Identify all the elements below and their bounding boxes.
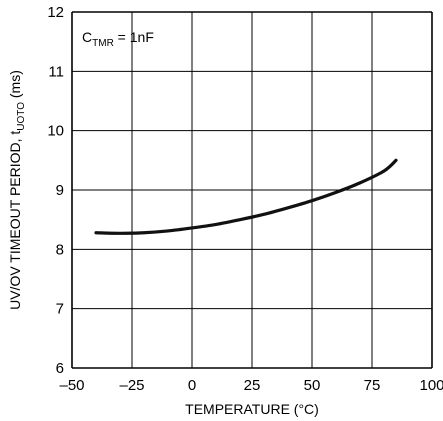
grid [71, 11, 433, 369]
y-tick-label: 9 [56, 182, 64, 199]
annotation-main: C [82, 29, 92, 45]
y-axis-title: UV/OV TIMEOUT PERIOD, tUOTO (ms) [7, 70, 27, 310]
y-tick-label: 10 [47, 123, 64, 140]
annotation: CTMR = 1nF [82, 29, 154, 49]
y-tick-label: 6 [56, 360, 64, 377]
y-axis-title-main: UV/OV TIMEOUT PERIOD, t [7, 131, 23, 310]
x-tick-label: 0 [188, 377, 196, 394]
annotation-sub: TMR [92, 38, 114, 49]
y-tick-labels: 6 7 8 9 10 11 12 [47, 4, 64, 377]
x-axis-title: TEMPERATURE (°C) [185, 401, 319, 417]
annotation-rest: = 1nF [114, 29, 154, 45]
series-line [94, 158, 398, 235]
y-tick-label: 7 [56, 301, 64, 318]
x-tick-label: –50 [59, 377, 84, 394]
y-tick-label: 11 [48, 63, 64, 80]
x-tick-label: 50 [304, 377, 321, 394]
y-tick-label: 12 [47, 4, 64, 21]
x-tick-label: –25 [119, 377, 144, 394]
y-axis-title-sub: UOTO [16, 102, 27, 131]
y-tick-label: 8 [56, 241, 64, 258]
x-tick-label: 100 [419, 377, 443, 394]
x-tick-labels: –50 –25 0 25 50 75 100 [59, 377, 443, 394]
y-axis-title-unit: (ms) [7, 70, 23, 102]
x-tick-label: 25 [244, 377, 261, 394]
x-tick-label: 75 [364, 377, 381, 394]
